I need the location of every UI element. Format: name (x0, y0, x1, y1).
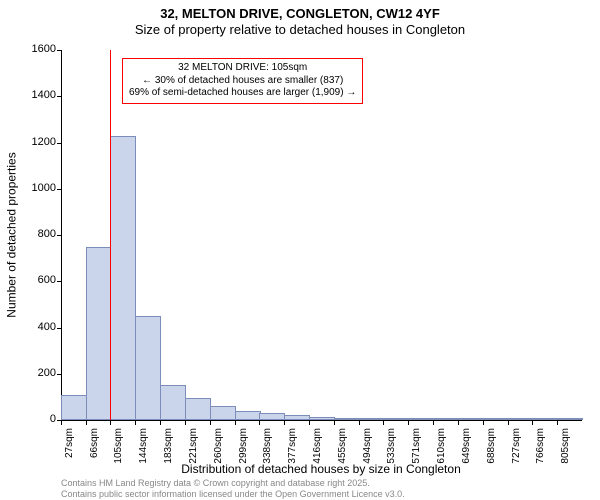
y-axis-label-text: Number of detached properties (5, 152, 19, 317)
histogram-bar (557, 418, 583, 420)
histogram-bar (61, 395, 87, 420)
xtick-label: 688sqm (486, 428, 497, 472)
xtick-mark (359, 420, 360, 425)
ytick-label: 400 (22, 321, 56, 333)
xtick-label: 727sqm (511, 428, 522, 472)
histogram-bar (309, 417, 335, 420)
xtick-label: 766sqm (535, 428, 546, 472)
footer-attribution: Contains HM Land Registry data © Crown c… (61, 478, 405, 499)
xtick-mark (259, 420, 260, 425)
xtick-label: 610sqm (436, 428, 447, 472)
xtick-mark (210, 420, 211, 425)
xtick-label: 221sqm (188, 428, 199, 472)
annotation-line-1: 32 MELTON DRIVE: 105sqm (129, 62, 356, 75)
histogram-bar (110, 136, 136, 420)
xtick-label: 105sqm (113, 428, 124, 472)
xtick-label: 338sqm (262, 428, 273, 472)
xtick-label: 416sqm (312, 428, 323, 472)
xtick-mark (334, 420, 335, 425)
xtick-mark (61, 420, 62, 425)
ytick-mark (57, 281, 62, 282)
annotation-line-2: ← 30% of detached houses are smaller (83… (129, 75, 356, 88)
ytick-mark (57, 96, 62, 97)
ytick-label: 0 (22, 413, 56, 425)
xtick-mark (185, 420, 186, 425)
xtick-mark (135, 420, 136, 425)
property-marker-line (110, 50, 111, 420)
ytick-mark (57, 50, 62, 51)
xtick-label: 377sqm (287, 428, 298, 472)
histogram-bar (86, 247, 112, 420)
annotation-line-3: 69% of semi-detached houses are larger (… (129, 87, 356, 100)
ytick-label: 600 (22, 274, 56, 286)
xtick-label: 27sqm (64, 428, 75, 472)
histogram-bar (483, 418, 509, 420)
ytick-label: 1200 (22, 136, 56, 148)
y-axis-label: Number of detached properties (4, 50, 20, 420)
ytick-label: 800 (22, 228, 56, 240)
ytick-mark (57, 374, 62, 375)
xtick-label: 299sqm (238, 428, 249, 472)
ytick-mark (57, 235, 62, 236)
xtick-mark (433, 420, 434, 425)
xtick-label: 260sqm (213, 428, 224, 472)
ytick-mark (57, 328, 62, 329)
xtick-label: 805sqm (560, 428, 571, 472)
xtick-mark (408, 420, 409, 425)
histogram-bar (408, 418, 434, 420)
histogram-bar (284, 415, 310, 420)
ytick-mark (57, 143, 62, 144)
histogram-bar (210, 406, 236, 420)
xtick-label: 494sqm (362, 428, 373, 472)
xtick-mark (483, 420, 484, 425)
histogram-bar (259, 413, 285, 420)
ytick-label: 200 (22, 367, 56, 379)
xtick-mark (110, 420, 111, 425)
xtick-label: 144sqm (138, 428, 149, 472)
xtick-mark (532, 420, 533, 425)
xtick-label: 571sqm (411, 428, 422, 472)
annotation-box: 32 MELTON DRIVE: 105sqm← 30% of detached… (122, 58, 363, 104)
xtick-mark (160, 420, 161, 425)
xtick-mark (458, 420, 459, 425)
histogram-bar (185, 398, 211, 420)
plot-area: 32 MELTON DRIVE: 105sqm← 30% of detached… (61, 50, 582, 421)
xtick-mark (235, 420, 236, 425)
ytick-label: 1600 (22, 43, 56, 55)
xtick-mark (383, 420, 384, 425)
ytick-label: 1400 (22, 89, 56, 101)
histogram-bar (383, 418, 409, 420)
xtick-mark (508, 420, 509, 425)
xtick-label: 183sqm (163, 428, 174, 472)
xtick-mark (86, 420, 87, 425)
xtick-mark (284, 420, 285, 425)
chart-title-main: 32, MELTON DRIVE, CONGLETON, CW12 4YF (0, 6, 600, 22)
xtick-mark (557, 420, 558, 425)
ytick-mark (57, 189, 62, 190)
xtick-mark (309, 420, 310, 425)
histogram-bar (135, 316, 161, 420)
xtick-label: 649sqm (461, 428, 472, 472)
histogram-bar (433, 418, 459, 420)
histogram-bar (508, 418, 534, 420)
ytick-label: 1000 (22, 182, 56, 194)
chart-title-sub: Size of property relative to detached ho… (0, 22, 600, 38)
histogram-bar (160, 385, 186, 420)
histogram-bar (334, 418, 360, 420)
xtick-label: 455sqm (337, 428, 348, 472)
footer-line-1: Contains HM Land Registry data © Crown c… (61, 478, 405, 488)
histogram-bar (235, 411, 261, 420)
histogram-bar (532, 418, 558, 420)
histogram-bar (359, 418, 385, 420)
xtick-label: 533sqm (386, 428, 397, 472)
histogram-bar (458, 418, 484, 420)
footer-line-2: Contains public sector information licen… (61, 489, 405, 499)
xtick-label: 66sqm (89, 428, 100, 472)
